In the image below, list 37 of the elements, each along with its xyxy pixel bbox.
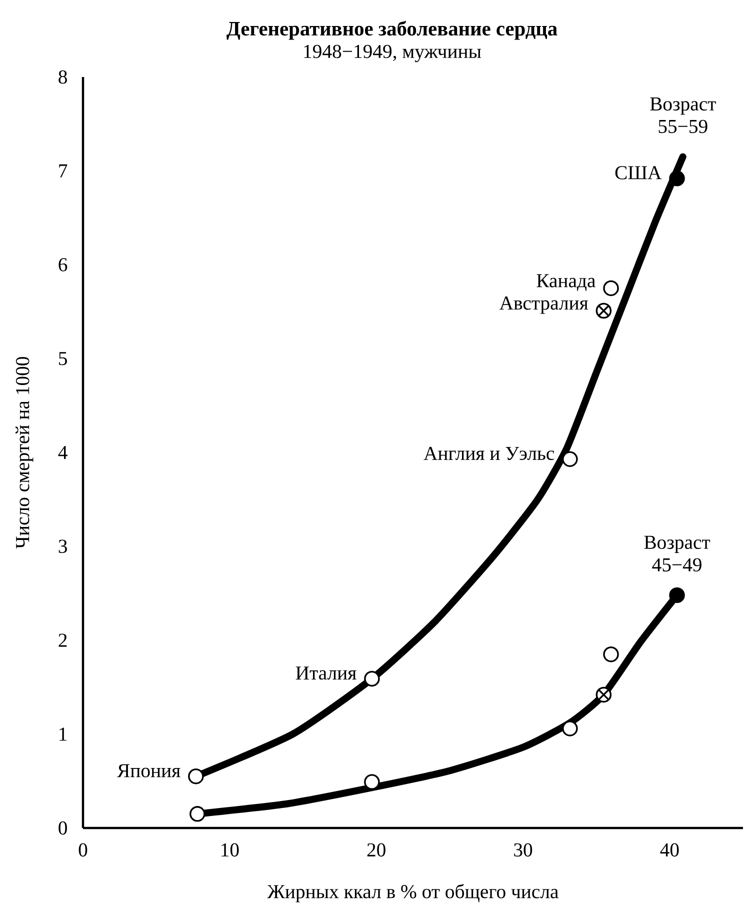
y-tick-label: 2 (58, 634, 67, 647)
x-axis-title: Жирных ккал в % от общего числа (267, 884, 558, 902)
x-tick-label: 40 (660, 843, 679, 857)
point (364, 774, 380, 790)
chart-title: Дегенеративное заболевание сердца (226, 20, 558, 40)
x-tick-label: 10 (221, 843, 239, 857)
series-label: Англия и Уэльс (424, 446, 554, 460)
series-label: Япония (117, 764, 180, 778)
point (596, 302, 612, 319)
point (603, 646, 619, 662)
y-tick-label: 8 (58, 70, 67, 84)
y-tick-label: 3 (58, 540, 67, 553)
y-tick-label: 4 (58, 446, 68, 459)
series-label: Канада (536, 274, 596, 291)
point (596, 686, 612, 703)
chart-subtitle: 1948−1949, мужчины (304, 44, 481, 62)
y-tick-label: 7 (59, 164, 68, 178)
point (603, 280, 619, 296)
point (188, 768, 204, 784)
y-tick-label: 1 (60, 728, 66, 741)
y-tick-label: 6 (58, 258, 68, 272)
point (669, 587, 685, 604)
annotation: Возраст 45−49 (644, 536, 710, 572)
annotation: Возраст 55−59 (650, 97, 716, 134)
x-tick-label: 20 (367, 843, 386, 857)
y-tick-label: 5 (58, 352, 67, 366)
y-tick-label: 0 (58, 821, 67, 835)
x-tick-label: 30 (514, 843, 532, 857)
y-axis-title: Число смертей на 1000 (16, 357, 34, 549)
series-label: Италия (296, 666, 356, 680)
point (562, 720, 578, 736)
series-label: Австралия (499, 296, 588, 314)
point (189, 806, 206, 822)
series-label: США (615, 166, 662, 180)
point (669, 170, 685, 186)
x-tick-label: 0 (78, 843, 88, 857)
point (364, 670, 380, 687)
